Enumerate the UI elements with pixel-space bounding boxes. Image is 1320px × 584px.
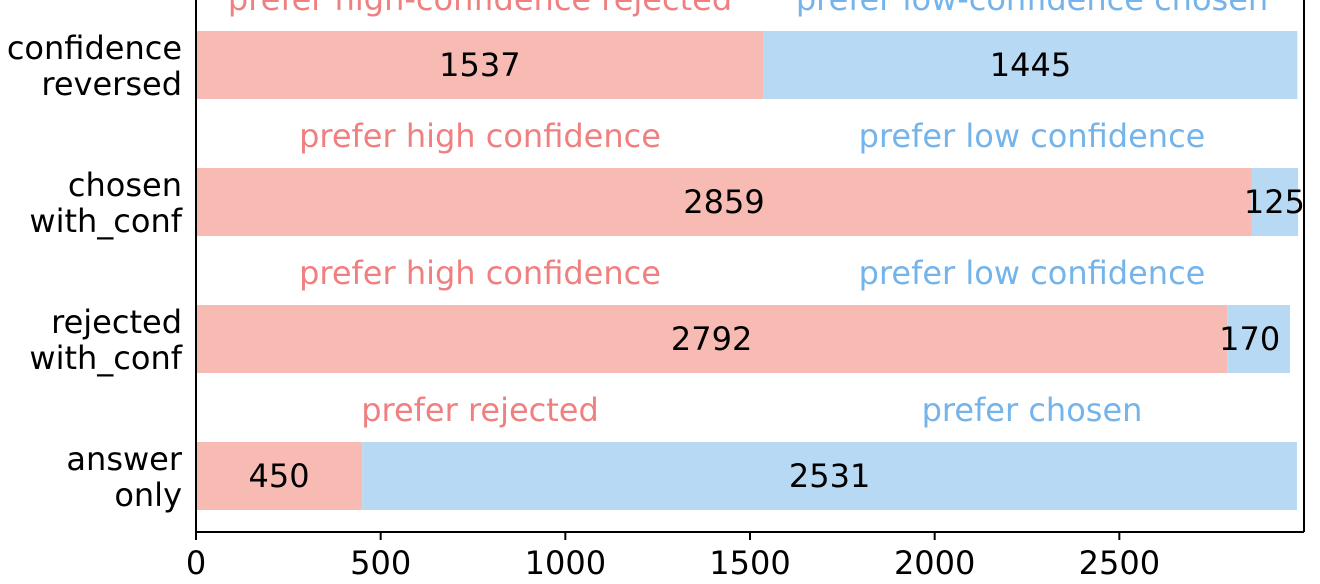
- bar-segment-right-2: [1227, 305, 1290, 373]
- value-label-left-1: 2859: [683, 183, 764, 221]
- preference-label-left-3: prefer rejected: [361, 391, 599, 429]
- category-label-line2-1: with_conf: [29, 202, 182, 240]
- bars-layer: [196, 31, 1299, 510]
- value-label-right-0: 1445: [990, 46, 1071, 84]
- value-label-left-0: 1537: [439, 46, 520, 84]
- preference-label-right-0: prefer low-confidence chosen: [796, 0, 1268, 18]
- category-label-line2-2: with_conf: [29, 339, 182, 377]
- category-label-line1-3: answer: [66, 440, 182, 478]
- bar-segment-right-1: [1251, 168, 1299, 236]
- preference-label-left-2: prefer high confidence: [299, 254, 661, 292]
- preference-label-right-3: prefer chosen: [922, 391, 1143, 429]
- x-tick-label-2: 1000: [525, 544, 606, 582]
- category-label-line1-2: rejected: [51, 303, 182, 341]
- category-label-line2-3: only: [114, 476, 182, 514]
- x-tick-label-3: 1500: [709, 544, 790, 582]
- bar-segment-left-0: [196, 31, 764, 99]
- x-tick-label-1: 500: [350, 544, 411, 582]
- category-label-line1-1: chosen: [68, 166, 182, 204]
- bar-segment-right-0: [763, 31, 1298, 99]
- value-label-left-3: 450: [249, 457, 310, 495]
- value-label-right-1: 125: [1244, 183, 1305, 221]
- x-tick-label-4: 2000: [894, 544, 975, 582]
- x-axis: 0 500 1000 1500 2000 2500: [186, 0, 1305, 582]
- labels-layer: 1537 1445 prefer high-confidence rejected p…: [7, 0, 1305, 514]
- bar-segment-left-1: [196, 168, 1252, 236]
- bar-segment-left-3: [196, 442, 363, 510]
- value-label-left-2: 2792: [671, 320, 752, 358]
- bar-segment-left-2: [196, 305, 1228, 373]
- bar-segment-right-3: [362, 442, 1297, 510]
- value-label-right-2: 170: [1219, 320, 1280, 358]
- value-label-right-3: 2531: [789, 457, 870, 495]
- x-tick-label-5: 2500: [1079, 544, 1160, 582]
- preference-label-left-0: prefer high-confidence rejected: [228, 0, 732, 18]
- category-label-line1-0: confidence: [7, 29, 182, 67]
- preference-label-right-2: prefer low confidence: [859, 254, 1206, 292]
- preference-label-right-1: prefer low confidence: [859, 117, 1206, 155]
- preference-label-left-1: prefer high confidence: [299, 117, 661, 155]
- x-tick-label-0: 0: [186, 544, 206, 582]
- category-label-line2-0: reversed: [41, 65, 182, 103]
